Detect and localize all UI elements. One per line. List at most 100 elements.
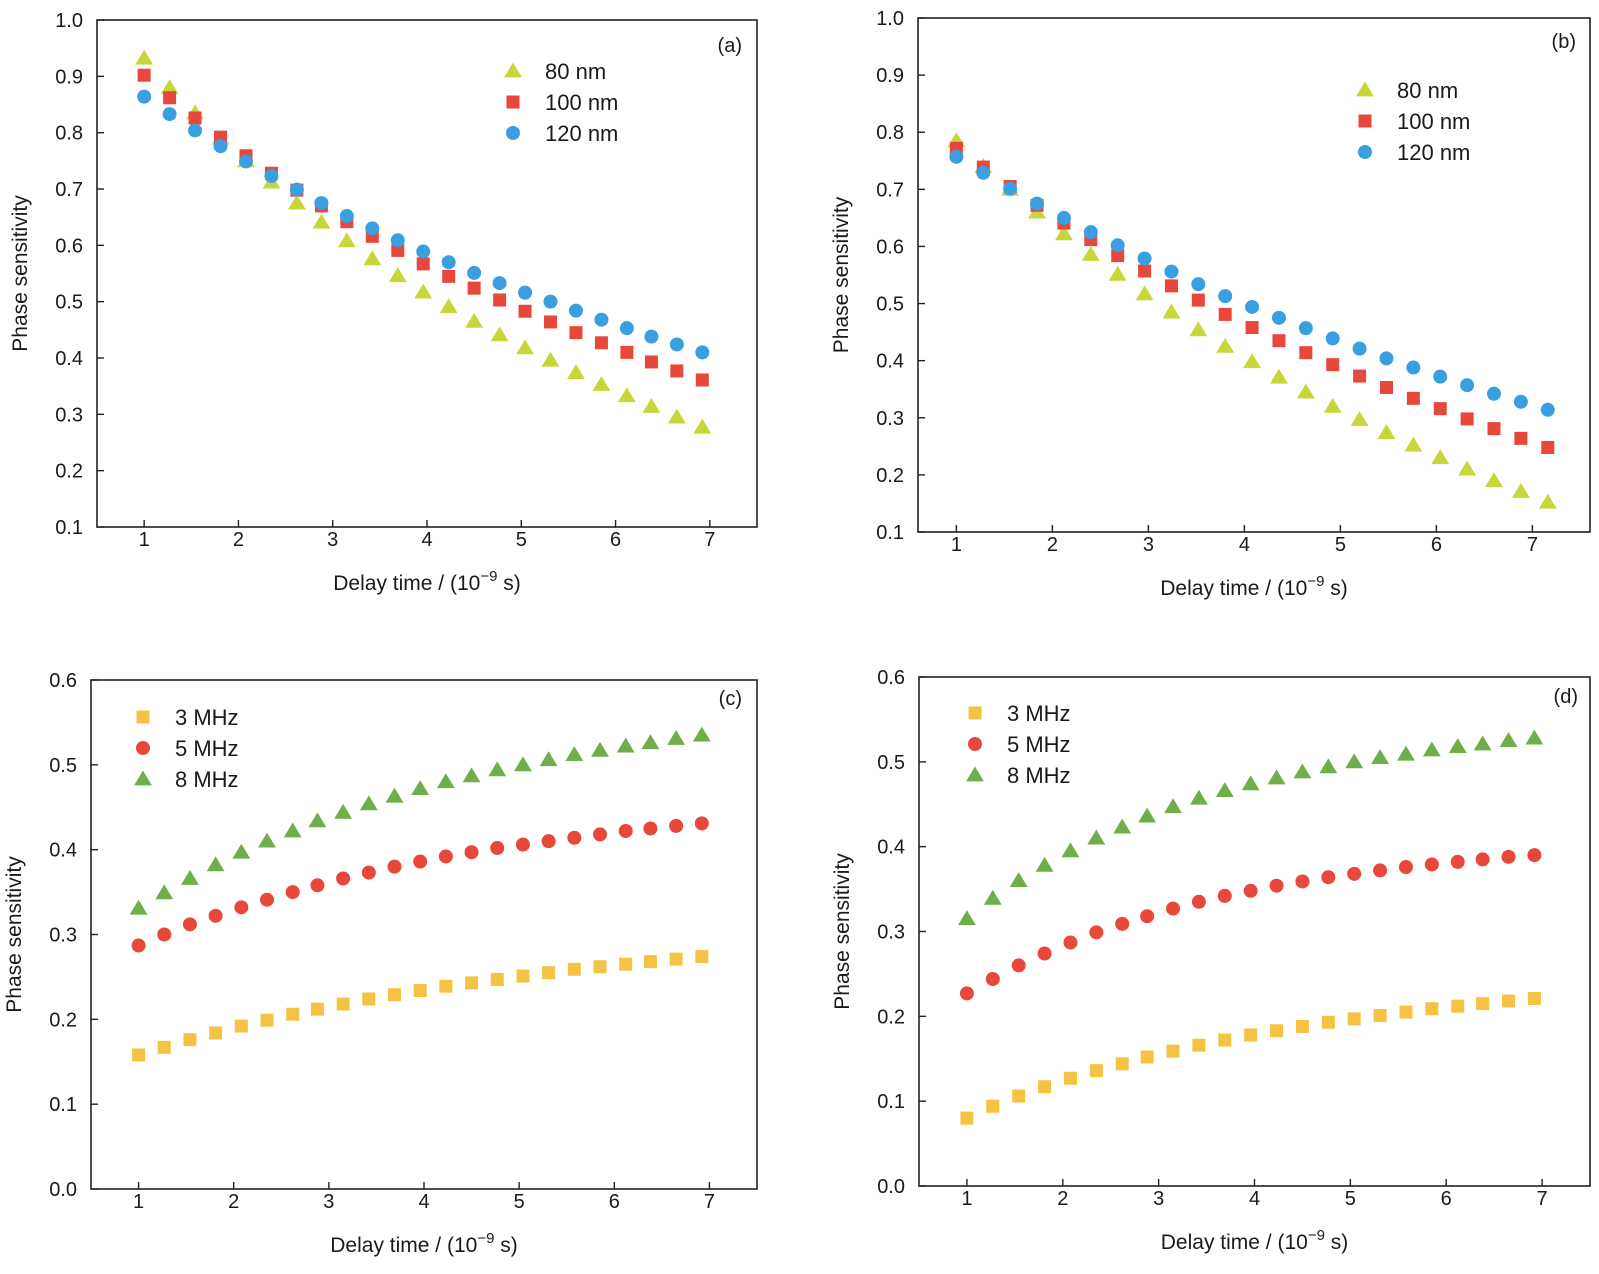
data-point <box>1035 856 1054 872</box>
data-point <box>314 196 329 211</box>
data-point <box>539 751 558 767</box>
data-point <box>1377 424 1396 440</box>
data-point <box>1527 992 1541 1006</box>
data-point <box>949 149 964 164</box>
data-point <box>568 303 583 318</box>
data-point <box>1270 1024 1284 1038</box>
legend-marker <box>1358 114 1372 128</box>
data-point <box>514 756 532 772</box>
data-point <box>1295 1020 1309 1034</box>
data-point <box>438 849 453 864</box>
data-point <box>1325 331 1340 346</box>
data-point <box>618 824 633 839</box>
data-point <box>1352 341 1367 356</box>
panel-label: (b) <box>1552 31 1576 53</box>
data-point <box>1003 181 1018 196</box>
data-point <box>1433 402 1447 416</box>
data-point <box>1113 818 1132 834</box>
data-point <box>1514 431 1528 445</box>
data-point <box>695 950 709 964</box>
data-point <box>1527 848 1542 863</box>
data-point <box>1009 872 1028 887</box>
data-point <box>1030 196 1045 211</box>
data-point <box>1267 769 1286 785</box>
data-point <box>644 355 658 369</box>
data-point <box>182 917 197 932</box>
y-tick-label: 0.3 <box>876 408 904 430</box>
data-point <box>592 375 611 391</box>
data-point <box>339 209 354 224</box>
data-point <box>462 767 481 783</box>
y-axis-title: Phase sensitivity <box>3 856 26 1013</box>
y-tick-label: 0.1 <box>877 1091 905 1113</box>
data-point <box>1115 1057 1129 1071</box>
y-tick-label: 0.5 <box>877 752 905 774</box>
data-point <box>667 730 686 745</box>
data-point <box>234 900 249 915</box>
data-point <box>163 91 177 105</box>
data-point <box>1110 238 1125 253</box>
data-point <box>287 194 306 210</box>
data-point <box>464 845 479 860</box>
data-point <box>1166 901 1181 916</box>
data-point <box>188 123 203 138</box>
data-point <box>669 818 684 833</box>
legend: 80 nm 100 nm 120 nm <box>1356 78 1470 165</box>
data-point <box>670 364 684 378</box>
data-point <box>1138 807 1157 823</box>
data-point <box>616 737 635 753</box>
data-point <box>362 992 376 1006</box>
x-tick-label: 7 <box>1527 534 1538 556</box>
x-tick-label: 2 <box>1057 1188 1068 1210</box>
data-point <box>1321 870 1336 885</box>
data-point <box>1513 394 1528 409</box>
data-point <box>388 267 407 283</box>
data-point <box>416 257 430 271</box>
data-point <box>1431 449 1450 465</box>
data-point <box>619 957 633 971</box>
series-3-mhz <box>960 992 1541 1125</box>
data-point <box>258 832 276 848</box>
data-point <box>591 741 609 757</box>
x-axis-title: Delay time / (10−9 s) <box>333 568 521 595</box>
legend-marker <box>136 741 150 755</box>
data-point <box>1353 369 1367 383</box>
x-tick-label: 4 <box>418 1191 429 1213</box>
data-point <box>337 232 356 248</box>
data-point <box>1541 440 1555 454</box>
data-point <box>1424 857 1439 872</box>
data-point <box>1245 299 1260 314</box>
data-point <box>1293 763 1312 779</box>
data-point <box>1450 854 1465 869</box>
legend-label: 80 nm <box>1397 78 1458 103</box>
legend-marker <box>1358 145 1372 159</box>
data-point <box>137 68 151 82</box>
data-point <box>1398 860 1413 875</box>
data-point <box>1243 353 1262 369</box>
data-point <box>1087 829 1106 845</box>
data-point <box>1298 321 1313 336</box>
data-point <box>209 1026 223 1040</box>
data-point <box>1501 849 1516 864</box>
data-point <box>960 1111 974 1125</box>
data-point <box>1319 758 1338 774</box>
data-point <box>1502 994 1516 1008</box>
data-point <box>1162 303 1181 319</box>
data-point <box>1269 878 1284 893</box>
plot-frame <box>96 19 758 528</box>
data-point <box>1166 1044 1180 1058</box>
y-tick-label: 0.6 <box>876 236 904 258</box>
legend-label: 80 nm <box>545 59 606 84</box>
data-point <box>1115 916 1130 931</box>
data-point <box>1245 321 1259 335</box>
x-tick-label: 7 <box>704 1191 715 1213</box>
data-point <box>1406 360 1421 375</box>
x-tick-label: 7 <box>704 529 715 551</box>
data-point <box>413 854 428 869</box>
data-point <box>567 830 582 845</box>
data-point <box>1189 321 1208 337</box>
x-tick-label: 2 <box>228 1191 239 1213</box>
x-tick-label: 7 <box>1537 1188 1548 1210</box>
data-point <box>157 927 172 942</box>
